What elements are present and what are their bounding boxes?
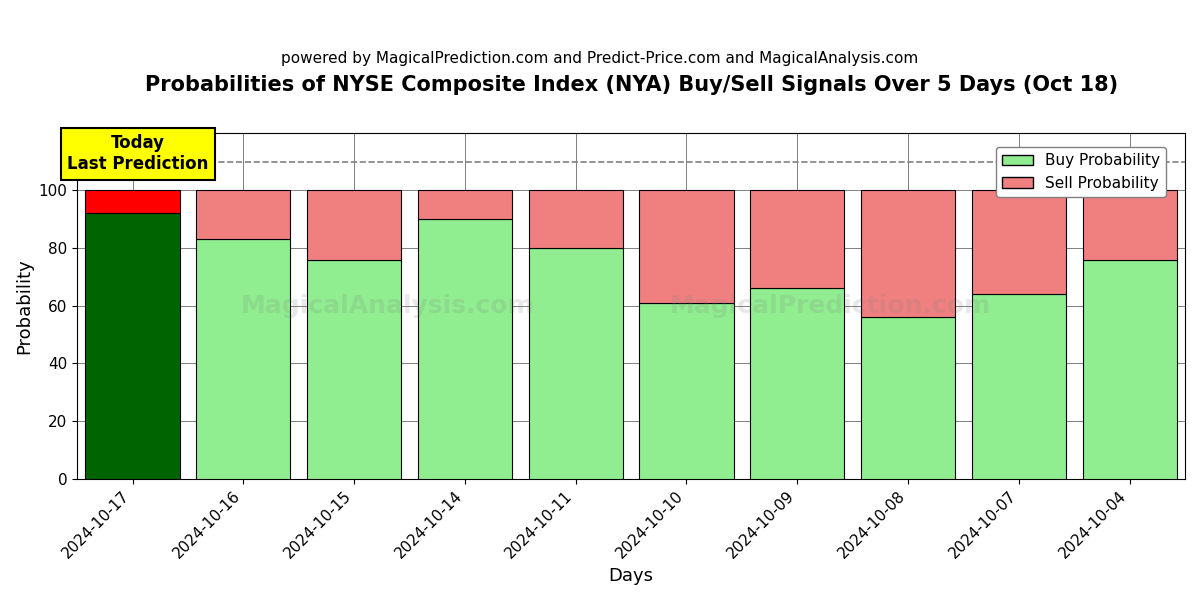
Bar [860,317,955,479]
Bar [85,190,180,214]
Text: Today
Last Prediction: Today Last Prediction [67,134,209,173]
Y-axis label: Probability: Probability [14,258,32,353]
Text: powered by MagicalPrediction.com and Predict-Price.com and MagicalAnalysis.com: powered by MagicalPrediction.com and Pre… [281,51,919,66]
Bar [640,303,733,479]
Bar [529,248,623,479]
Text: MagicalPrediction.com: MagicalPrediction.com [670,294,991,318]
Bar [418,190,512,219]
Bar [85,214,180,479]
Bar [418,219,512,479]
X-axis label: Days: Days [608,567,654,585]
Bar [1082,260,1177,479]
Bar [750,289,845,479]
Bar [197,239,290,479]
Bar [860,190,955,317]
Bar [972,190,1066,294]
Bar [307,260,401,479]
Bar [1082,190,1177,260]
Bar [750,190,845,289]
Bar [972,294,1066,479]
Title: Probabilities of NYSE Composite Index (NYA) Buy/Sell Signals Over 5 Days (Oct 18: Probabilities of NYSE Composite Index (N… [144,75,1117,95]
Bar [640,190,733,303]
Legend: Buy Probability, Sell Probability: Buy Probability, Sell Probability [996,147,1166,197]
Bar [307,190,401,260]
Bar [529,190,623,248]
Bar [197,190,290,239]
Text: MagicalAnalysis.com: MagicalAnalysis.com [240,294,534,318]
